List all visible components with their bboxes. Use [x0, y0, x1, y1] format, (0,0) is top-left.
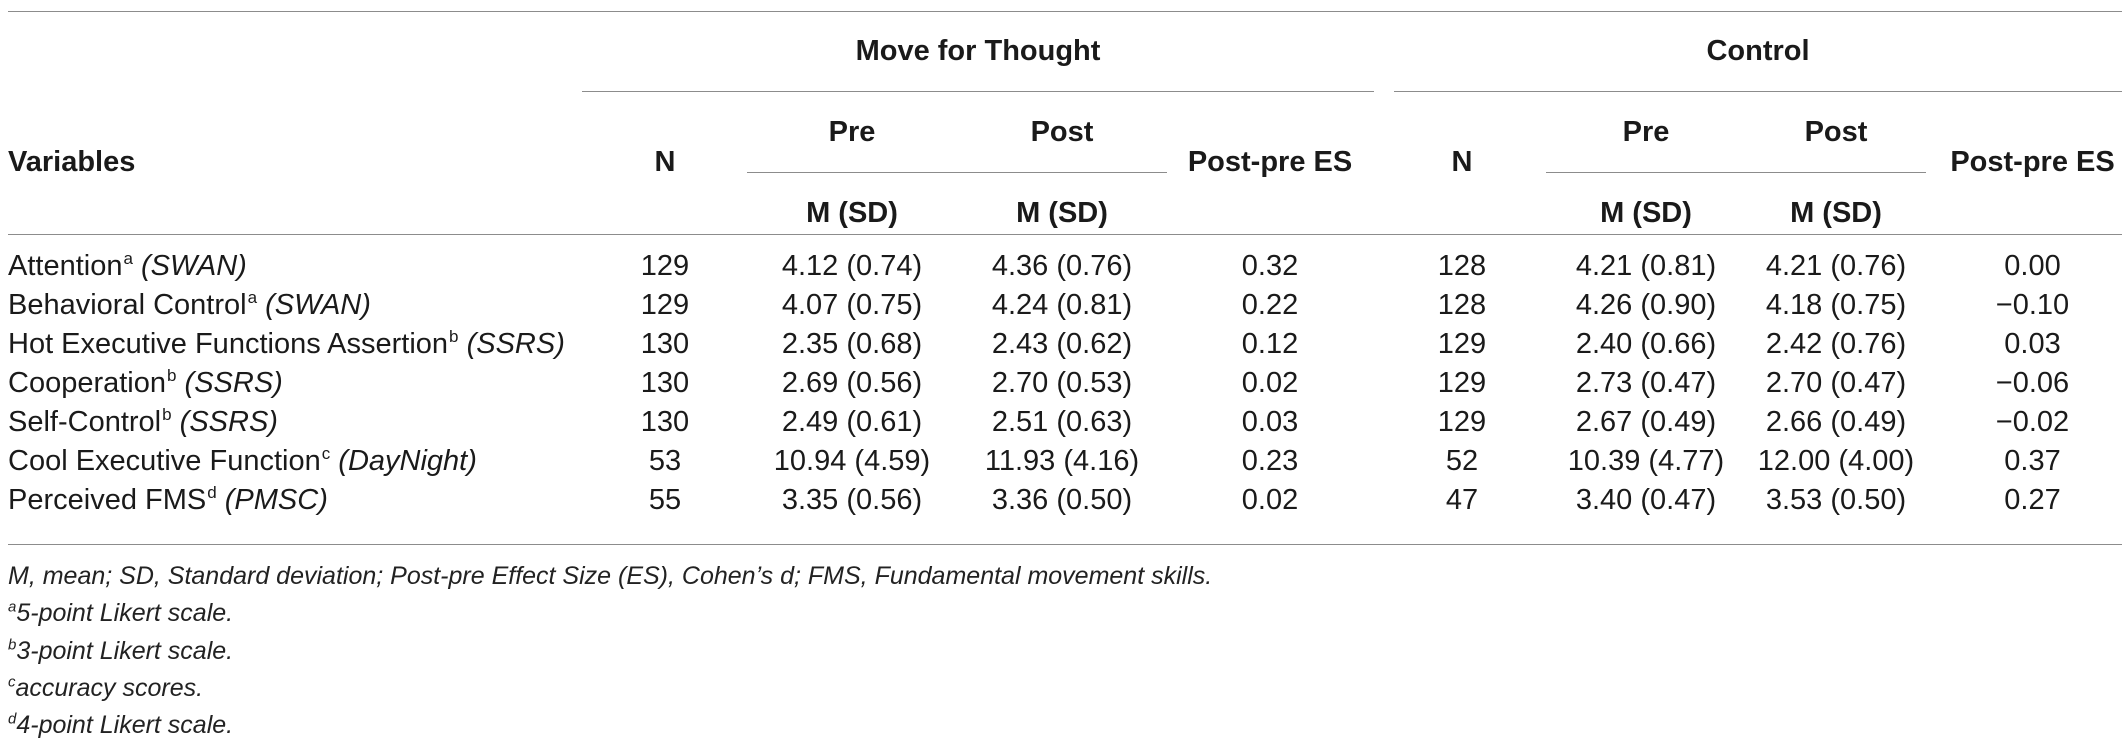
header-msd-pre-move-for-thought: M (SD): [806, 197, 898, 229]
table-row: Self-Controlb (SSRS) 130 2.49 (0.61) 2.5…: [0, 402, 2122, 442]
header-es-move-for-thought: Post-pre ES: [1187, 146, 1353, 178]
cell-ctl-pre: 2.40 (0.66): [1575, 328, 1717, 360]
header-msd-post-control: M (SD): [1790, 197, 1882, 229]
cell-mft-es: 0.23: [1241, 445, 1299, 477]
header-msd-pre-control: M (SD): [1600, 197, 1692, 229]
cell-ctl-es: 0.27: [2004, 484, 2061, 516]
cell-mft-pre: 2.49 (0.61): [781, 406, 923, 438]
cell-mft-n: 130: [640, 328, 690, 360]
cell-mft-post: 3.36 (0.50): [991, 484, 1133, 516]
row-variable: Behavioral Controla (SWAN): [8, 288, 371, 321]
cell-mft-es: 0.02: [1241, 484, 1299, 516]
row-variable: Perceived FMSd (PMSC): [8, 483, 328, 516]
cell-mft-es: 0.12: [1241, 328, 1299, 360]
cell-mft-post: 2.43 (0.62): [991, 328, 1133, 360]
cell-mft-post: 2.51 (0.63): [991, 406, 1133, 438]
cell-ctl-post: 4.18 (0.75): [1765, 289, 1907, 321]
table-bottom-rule: [8, 544, 2122, 545]
prepost-underline-control: [1546, 172, 1926, 173]
cell-mft-pre: 2.69 (0.56): [781, 367, 923, 399]
cell-ctl-n: 129: [1437, 328, 1487, 360]
cell-mft-pre: 2.35 (0.68): [781, 328, 923, 360]
cell-ctl-post: 12.00 (4.00): [1757, 445, 1915, 477]
cell-ctl-pre: 4.26 (0.90): [1575, 289, 1717, 321]
cell-ctl-n: 128: [1437, 289, 1487, 321]
cell-mft-n: 130: [640, 406, 690, 438]
cell-ctl-n: 129: [1437, 367, 1487, 399]
cell-ctl-pre: 2.73 (0.47): [1575, 367, 1717, 399]
cell-mft-es: 0.32: [1241, 250, 1299, 282]
table-row: Perceived FMSd (PMSC) 55 3.35 (0.56) 3.3…: [0, 480, 2122, 520]
cell-ctl-es: −0.02: [1995, 406, 2070, 438]
header-es-control: Post-pre ES: [1950, 146, 2115, 178]
cell-mft-pre: 4.07 (0.75): [781, 289, 923, 321]
header-n-move-for-thought: N: [654, 146, 676, 178]
cell-mft-es: 0.02: [1241, 367, 1299, 399]
cell-mft-pre: 10.94 (4.59): [773, 445, 931, 477]
cell-ctl-post: 4.21 (0.76): [1765, 250, 1907, 282]
table-row: Attentiona (SWAN) 129 4.12 (0.74) 4.36 (…: [0, 246, 2122, 286]
table-note-b: b3-point Likert scale.: [8, 636, 234, 665]
cell-mft-es: 0.22: [1241, 289, 1299, 321]
header-bottom-rule: [8, 234, 2122, 235]
cell-ctl-post: 2.70 (0.47): [1765, 367, 1907, 399]
prepost-underline-move-for-thought: [747, 172, 1167, 173]
cell-ctl-es: 0.37: [2004, 445, 2061, 477]
table-note-a: a5-point Likert scale.: [8, 598, 234, 627]
header-pre-control: Pre: [1622, 116, 1670, 148]
table-note-abbreviations: M, mean; SD, Standard deviation; Post-pr…: [8, 562, 1213, 590]
table-row: Cooperationb (SSRS) 130 2.69 (0.56) 2.70…: [0, 363, 2122, 403]
cell-mft-post: 4.36 (0.76): [991, 250, 1133, 282]
cell-ctl-pre: 3.40 (0.47): [1575, 484, 1717, 516]
cell-mft-pre: 4.12 (0.74): [781, 250, 923, 282]
cell-mft-n: 53: [648, 445, 682, 477]
group-header-control: Control: [1706, 35, 1810, 67]
row-variable: Self-Controlb (SSRS): [8, 405, 278, 438]
cell-ctl-es: 0.00: [2004, 250, 2061, 282]
table-row: Behavioral Controla (SWAN) 129 4.07 (0.7…: [0, 285, 2122, 325]
table-note-c: caccuracy scores.: [8, 673, 204, 702]
cell-mft-n: 55: [648, 484, 682, 516]
cell-ctl-pre: 4.21 (0.81): [1575, 250, 1717, 282]
cell-ctl-es: −0.06: [1995, 367, 2070, 399]
header-msd-post-move-for-thought: M (SD): [1016, 197, 1108, 229]
header-post-control: Post: [1804, 116, 1868, 148]
table-top-rule: [8, 11, 2122, 12]
cell-ctl-n: 52: [1445, 445, 1479, 477]
group-underline-move-for-thought: [582, 91, 1374, 92]
header-post-move-for-thought: Post: [1030, 116, 1094, 148]
table-row: Hot Executive Functions Assertionb (SSRS…: [0, 324, 2122, 364]
row-variable: Hot Executive Functions Assertionb (SSRS…: [8, 327, 565, 360]
cell-ctl-pre: 2.67 (0.49): [1575, 406, 1717, 438]
cell-mft-n: 130: [640, 367, 690, 399]
cell-ctl-pre: 10.39 (4.77): [1567, 445, 1725, 477]
cell-ctl-es: 0.03: [2004, 328, 2061, 360]
cell-mft-post: 11.93 (4.16): [984, 445, 1140, 477]
cell-ctl-n: 47: [1445, 484, 1479, 516]
cell-ctl-post: 3.53 (0.50): [1765, 484, 1907, 516]
cell-mft-post: 2.70 (0.53): [991, 367, 1133, 399]
cell-ctl-post: 2.66 (0.49): [1765, 406, 1907, 438]
cell-ctl-post: 2.42 (0.76): [1765, 328, 1907, 360]
row-variable: Cooperationb (SSRS): [8, 366, 283, 399]
cell-mft-post: 4.24 (0.81): [991, 289, 1133, 321]
cell-mft-es: 0.03: [1241, 406, 1299, 438]
table-note-d: d4-point Likert scale.: [8, 710, 234, 739]
cell-ctl-es: −0.10: [1995, 289, 2070, 321]
group-underline-control: [1394, 91, 2122, 92]
cell-mft-n: 129: [640, 250, 690, 282]
cell-mft-pre: 3.35 (0.56): [781, 484, 923, 516]
cell-mft-n: 129: [640, 289, 690, 321]
cell-ctl-n: 129: [1437, 406, 1487, 438]
cell-ctl-n: 128: [1437, 250, 1487, 282]
row-variable: Cool Executive Functionc (DayNight): [8, 444, 477, 477]
row-variable: Attentiona (SWAN): [8, 249, 247, 282]
header-pre-move-for-thought: Pre: [828, 116, 876, 148]
header-variables: Variables: [8, 146, 136, 178]
header-n-control: N: [1451, 146, 1473, 178]
table-row: Cool Executive Functionc (DayNight) 53 1…: [0, 441, 2122, 481]
group-header-move-for-thought: Move for Thought: [855, 35, 1101, 67]
